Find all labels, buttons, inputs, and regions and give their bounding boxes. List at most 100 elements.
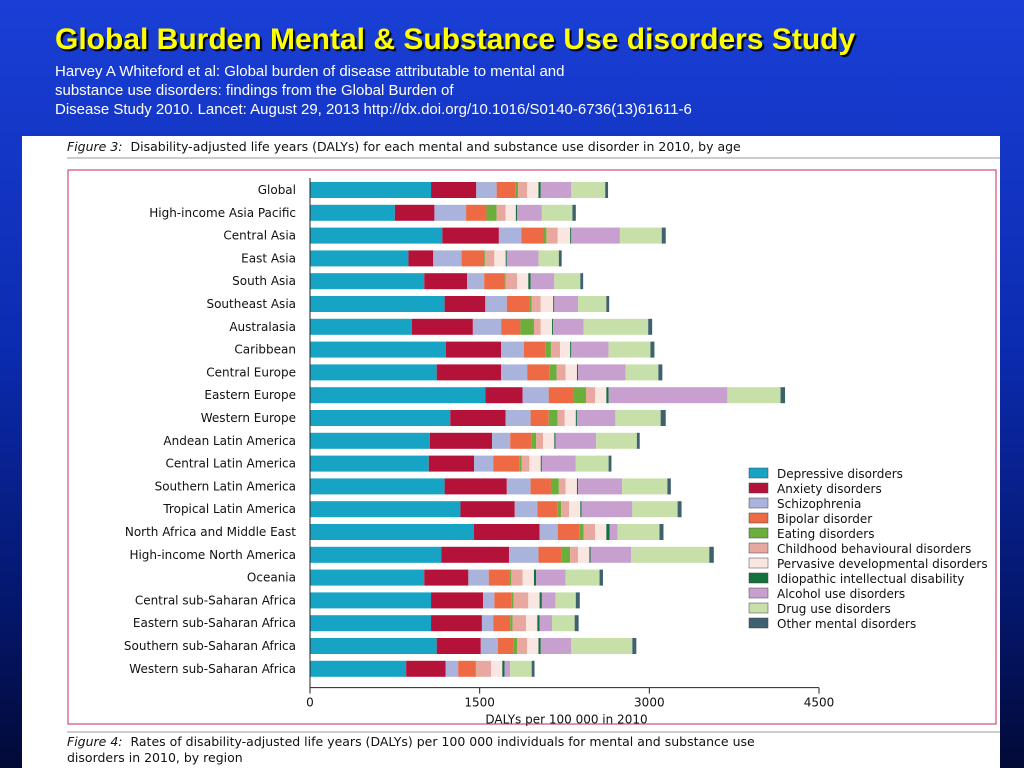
legend-swatch bbox=[748, 482, 769, 494]
bar-segment bbox=[595, 387, 607, 404]
bar-segment bbox=[606, 387, 609, 404]
bar-segment bbox=[408, 250, 434, 267]
bar-segment bbox=[530, 410, 549, 426]
bar-segment bbox=[605, 182, 609, 198]
bar-segment bbox=[496, 182, 516, 198]
bar-segment bbox=[589, 546, 591, 563]
bar-segment bbox=[536, 432, 544, 449]
region-label: Western sub-Saharan Africa bbox=[129, 662, 296, 676]
figure4-caption-line2: disorders in 2010, by region bbox=[67, 750, 243, 765]
region-label: Central Europe bbox=[206, 365, 296, 379]
bar-segment bbox=[310, 569, 425, 586]
legend-swatch bbox=[748, 602, 769, 614]
bar-segment bbox=[552, 318, 554, 335]
bar-segment bbox=[660, 410, 666, 426]
bar-segment bbox=[501, 318, 521, 335]
bar-segment bbox=[310, 501, 461, 518]
bar-segment bbox=[474, 455, 494, 472]
bar-segment bbox=[561, 546, 571, 563]
bar-segment bbox=[472, 318, 502, 335]
bar-segment bbox=[574, 615, 579, 632]
bar-segment bbox=[310, 592, 432, 609]
bar-segment bbox=[709, 546, 714, 563]
bar-segment bbox=[667, 478, 671, 495]
bar-segment bbox=[531, 296, 541, 312]
bar-segment bbox=[622, 478, 668, 495]
bar-segment bbox=[780, 387, 786, 404]
bar-segment bbox=[431, 182, 477, 198]
bar-segment bbox=[429, 432, 493, 449]
bar-segment bbox=[436, 364, 502, 381]
region-label: Southern sub-Saharan Africa bbox=[124, 639, 296, 653]
legend-swatch bbox=[748, 497, 769, 509]
bar-segment bbox=[485, 250, 495, 267]
citation-line-1: Harvey A Whiteford et al: Global burden … bbox=[55, 63, 565, 80]
bar-segment bbox=[310, 615, 432, 632]
legend-swatch bbox=[748, 572, 769, 584]
bar-segment bbox=[501, 364, 528, 381]
bar-segment bbox=[537, 615, 540, 632]
bar-segment bbox=[596, 432, 637, 449]
bar-segment bbox=[505, 273, 517, 290]
bar-segment bbox=[554, 296, 579, 312]
bar-segment bbox=[540, 455, 542, 472]
bar-segment bbox=[494, 592, 512, 609]
legend-label: Idiopathic intellectual disability bbox=[777, 572, 964, 586]
bar-segment bbox=[501, 341, 524, 358]
legend-swatch bbox=[748, 542, 769, 554]
bar-segment bbox=[504, 273, 506, 290]
bar-segment bbox=[441, 546, 510, 563]
x-tick-label: 0 bbox=[306, 696, 314, 710]
bar-segment bbox=[531, 660, 535, 677]
bar-segment bbox=[529, 455, 541, 472]
region-label: Tropical Latin America bbox=[162, 502, 296, 516]
bar-segment bbox=[411, 318, 473, 335]
bar-segment bbox=[520, 318, 534, 335]
bar-segment bbox=[617, 524, 660, 540]
bar-segment bbox=[434, 204, 467, 221]
x-tick-label: 4500 bbox=[804, 696, 835, 710]
bar-segment bbox=[310, 546, 442, 563]
figure3-caption: Figure 3: Disability-adjusted life years… bbox=[67, 139, 741, 154]
bar-segment bbox=[502, 660, 505, 677]
bar-segment bbox=[650, 341, 655, 358]
bar-segment bbox=[394, 204, 435, 221]
bar-segment bbox=[467, 273, 485, 290]
bar-segment bbox=[509, 546, 539, 563]
bar-segment bbox=[527, 182, 539, 198]
bar-segment bbox=[550, 478, 559, 495]
x-axis-title: DALYs per 100 000 in 2010 bbox=[485, 713, 647, 727]
bar-segment bbox=[505, 410, 531, 426]
region-labels: Global High-income Asia Pacific Central As… bbox=[124, 183, 296, 676]
bar-segment bbox=[468, 569, 489, 586]
bar-segment bbox=[541, 204, 573, 221]
bar-segment bbox=[661, 227, 666, 244]
bar-segment bbox=[548, 387, 574, 404]
bar-segment bbox=[310, 387, 486, 404]
bar-segment bbox=[518, 182, 528, 198]
region-label: Central Asia bbox=[223, 229, 296, 243]
bar-segment bbox=[557, 524, 580, 540]
bar-segment bbox=[484, 250, 486, 267]
bar-segment bbox=[548, 410, 558, 426]
bar-segment bbox=[310, 250, 409, 267]
bar-segment bbox=[569, 501, 581, 518]
legend-label: Other mental disorders bbox=[777, 617, 916, 631]
bar-segment bbox=[632, 638, 637, 654]
citation-line-2: substance use disorders: findings from t… bbox=[55, 82, 454, 99]
bar-segment bbox=[504, 660, 511, 677]
figure4-caption-line1: Figure 4: Rates of disability-adjusted l… bbox=[67, 734, 755, 749]
bar-segment bbox=[513, 638, 517, 654]
bar-segment bbox=[310, 455, 429, 472]
bar-segment bbox=[310, 341, 446, 358]
bar-segment bbox=[659, 524, 664, 540]
bar-segment bbox=[590, 546, 632, 563]
bar-segment bbox=[530, 273, 555, 290]
bar-segment bbox=[488, 569, 510, 586]
bar-segment bbox=[540, 638, 572, 654]
bar-segment bbox=[565, 478, 577, 495]
bar-segment bbox=[310, 524, 475, 540]
bar-segment bbox=[583, 524, 596, 540]
bar-segment bbox=[599, 569, 603, 586]
bar-segment bbox=[476, 182, 497, 198]
